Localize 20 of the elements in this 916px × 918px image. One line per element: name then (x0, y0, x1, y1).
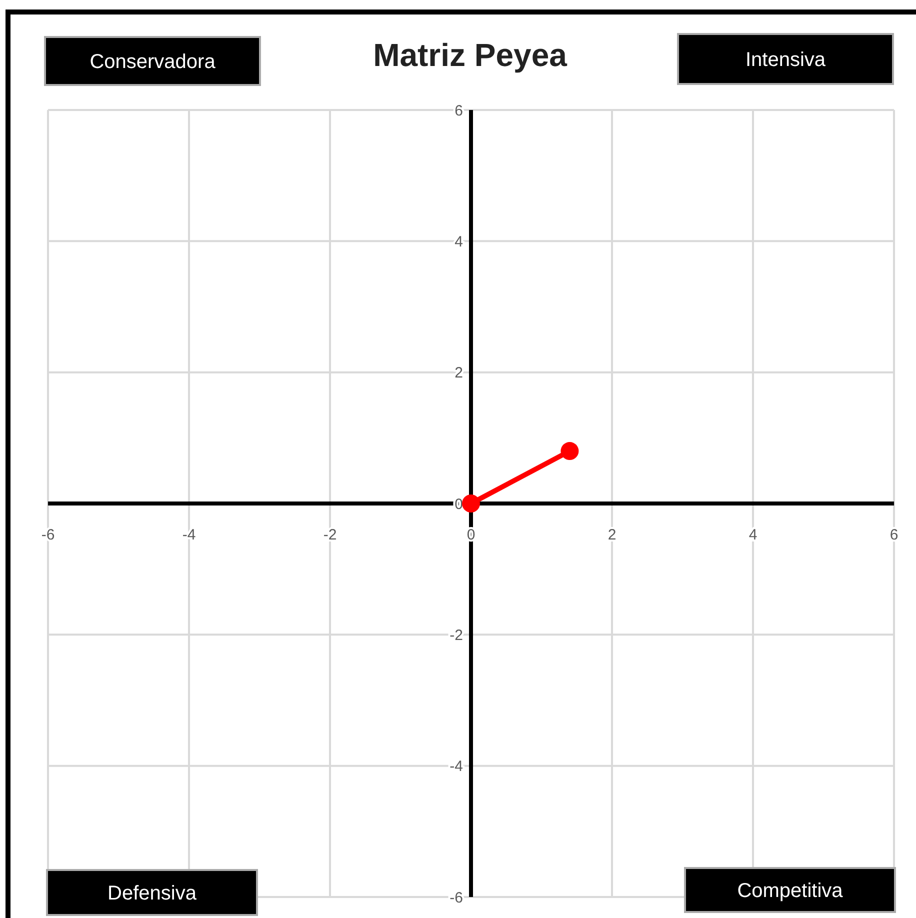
y-tick-label: 4 (454, 233, 463, 250)
annotation: Defensiva (108, 882, 198, 904)
y-tick-label: -6 (450, 889, 463, 906)
quadrant-label: Defensiva (46, 869, 258, 916)
y-tick-label: 6 (454, 102, 463, 120)
quadrant-label: Intensiva (677, 33, 894, 85)
y-tick-label: -4 (450, 758, 463, 776)
x-tick-label: 4 (748, 526, 758, 544)
x-tick-label: -6 (41, 526, 55, 544)
quadrant-label: Competitiva (684, 867, 896, 913)
x-tick-label: 6 (890, 526, 898, 544)
chart-title: Matriz Peyea (373, 37, 568, 73)
quadrant-label: Conservadora (44, 36, 261, 86)
annotation: Competitiva (737, 880, 844, 902)
x-tick-label: -2 (323, 526, 337, 544)
y-tick-label: -2 (450, 626, 463, 644)
y-tick-label: 2 (454, 364, 463, 382)
x-tick-label: 2 (608, 526, 616, 544)
y-tick-label: 0 (454, 496, 463, 513)
x-tick-label: -4 (182, 526, 196, 544)
